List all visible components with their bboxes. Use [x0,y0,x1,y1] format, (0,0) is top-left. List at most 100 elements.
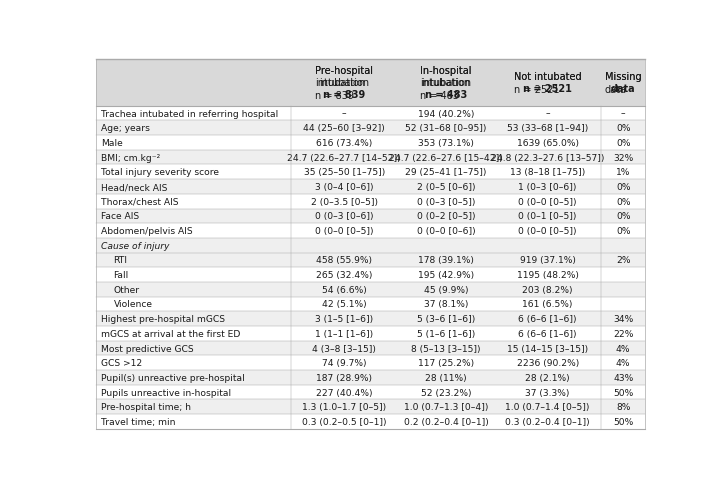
Bar [96,341,645,356]
Bar [96,414,645,429]
Text: 0 (0–0 [0–5]): 0 (0–0 [0–5]) [518,227,577,236]
Text: RTI: RTI [114,256,127,265]
Bar [96,385,645,400]
Bar [96,312,645,326]
Text: 24.7 (22.6–27.6 [15–42]): 24.7 (22.6–27.6 [15–42]) [389,153,503,162]
Text: n = 483: n = 483 [425,90,467,100]
Bar [96,209,645,224]
Text: GCS >12: GCS >12 [101,359,143,367]
Text: Travel time; min: Travel time; min [101,417,176,426]
Text: Face AIS: Face AIS [101,212,139,221]
Bar [96,195,645,209]
Text: Pre-hospital: Pre-hospital [315,66,373,76]
Text: 5 (3–6 [1–6]): 5 (3–6 [1–6]) [417,315,475,323]
Text: 28 (11%): 28 (11%) [425,373,467,382]
Text: 44 (25–60 [3–92]): 44 (25–60 [3–92]) [303,124,385,133]
Text: 42 (5.1%): 42 (5.1%) [322,300,366,309]
Text: 29 (25–41 [1–75]): 29 (25–41 [1–75]) [405,168,487,177]
Text: 0%: 0% [616,212,631,221]
Text: 0 (0–2 [0–5]): 0 (0–2 [0–5]) [417,212,475,221]
Text: Total injury severity score: Total injury severity score [101,168,219,177]
Text: 4 (3–8 [3–15]): 4 (3–8 [3–15]) [312,344,377,353]
Bar [96,121,645,136]
Text: 2 (0–3.5 [0–5]): 2 (0–3.5 [0–5]) [311,197,378,206]
Bar [96,370,645,385]
Text: 2236 (90.2%): 2236 (90.2%) [516,359,579,367]
Text: Highest pre-hospital mGCS: Highest pre-hospital mGCS [101,315,225,323]
Text: 1.3 (1.0–1.7 [0–5]): 1.3 (1.0–1.7 [0–5]) [302,402,387,411]
Text: 187 (28.9%): 187 (28.9%) [316,373,372,382]
Text: Missing
data: Missing data [605,72,642,94]
Text: data: data [611,84,636,94]
Text: 353 (73.1%): 353 (73.1%) [418,139,474,148]
Text: 194 (40.2%): 194 (40.2%) [418,109,474,119]
Text: –: – [342,109,346,119]
Text: Most predictive GCS: Most predictive GCS [101,344,194,353]
Bar [96,106,645,121]
Bar [96,282,645,297]
Text: 4%: 4% [616,359,631,367]
Text: 2%: 2% [616,256,631,265]
Text: 43%: 43% [613,373,634,382]
Text: In-hospital
intubation
n = 483: In-hospital intubation n = 483 [420,65,472,101]
Text: 0.3 (0.2–0.4 [0–1]): 0.3 (0.2–0.4 [0–1]) [505,417,590,426]
Bar [96,224,645,239]
Text: Missing: Missing [605,72,642,82]
Text: 53 (33–68 [1–94]): 53 (33–68 [1–94]) [507,124,588,133]
Text: Violence: Violence [114,300,153,309]
Text: Pupils unreactive in-hospital: Pupils unreactive in-hospital [101,388,231,397]
Text: 52 (23.2%): 52 (23.2%) [420,388,471,397]
Text: Head/neck AIS: Head/neck AIS [101,182,168,192]
Text: 1 (1–1 [1–6]): 1 (1–1 [1–6]) [315,329,374,338]
Bar [96,239,645,253]
Bar [96,180,645,195]
Text: 0 (0–3 [0–5]): 0 (0–3 [0–5]) [417,197,475,206]
Text: 0 (0–0 [0–6]): 0 (0–0 [0–6]) [417,227,475,236]
Text: 32%: 32% [613,153,634,162]
Text: 0%: 0% [616,124,631,133]
Text: 35 (25–50 [1–75]): 35 (25–50 [1–75]) [304,168,385,177]
Text: 50%: 50% [613,388,634,397]
Text: intubation: intubation [319,78,369,88]
Text: 22%: 22% [613,329,634,338]
Text: Abdomen/pelvis AIS: Abdomen/pelvis AIS [101,227,193,236]
Bar [96,151,645,165]
Text: 54 (6.6%): 54 (6.6%) [322,285,366,294]
Text: 50%: 50% [613,417,634,426]
Bar [96,400,645,414]
Text: Pupil(s) unreactive pre-hospital: Pupil(s) unreactive pre-hospital [101,373,245,382]
Text: mGCS at arrival at the first ED: mGCS at arrival at the first ED [101,329,240,338]
Text: 37 (8.1%): 37 (8.1%) [424,300,468,309]
Text: 178 (39.1%): 178 (39.1%) [418,256,474,265]
Text: 117 (25.2%): 117 (25.2%) [418,359,474,367]
Text: n = 2521: n = 2521 [523,84,572,94]
Text: 15 (14–15 [3–15]): 15 (14–15 [3–15]) [507,344,588,353]
Text: 2 (0–5 [0–6]): 2 (0–5 [0–6]) [417,182,475,192]
Text: 0 (0–0 [0–5]): 0 (0–0 [0–5]) [518,197,577,206]
Text: 203 (8.2%): 203 (8.2%) [523,285,573,294]
Bar [96,253,645,268]
Text: 265 (32.4%): 265 (32.4%) [316,271,372,280]
Bar [96,326,645,341]
Text: Age; years: Age; years [101,124,150,133]
Text: Male: Male [101,139,123,148]
Text: 4%: 4% [616,344,631,353]
Text: 1.0 (0.7–1.3 [0–4]): 1.0 (0.7–1.3 [0–4]) [404,402,488,411]
Text: 3 (0–4 [0–6]): 3 (0–4 [0–6]) [315,182,374,192]
Bar [96,268,645,282]
Text: 13 (8–18 [1–75]): 13 (8–18 [1–75]) [510,168,585,177]
Text: 0%: 0% [616,182,631,192]
Text: 919 (37.1%): 919 (37.1%) [520,256,575,265]
Text: Pre-hospital time; h: Pre-hospital time; h [101,402,192,411]
Text: BMI; cm.kg⁻²: BMI; cm.kg⁻² [101,153,161,162]
Bar [96,136,645,151]
Text: 0%: 0% [616,197,631,206]
Text: n = 839: n = 839 [323,90,366,100]
Text: –: – [621,109,626,119]
Text: 8 (5–13 [3–15]): 8 (5–13 [3–15]) [411,344,481,353]
Text: 24.8 (22.3–27.6 [13–57]): 24.8 (22.3–27.6 [13–57]) [491,153,604,162]
Text: 1%: 1% [616,168,631,177]
Text: In-hospital: In-hospital [420,66,472,76]
Text: 0%: 0% [616,227,631,236]
Text: Thorax/chest AIS: Thorax/chest AIS [101,197,179,206]
